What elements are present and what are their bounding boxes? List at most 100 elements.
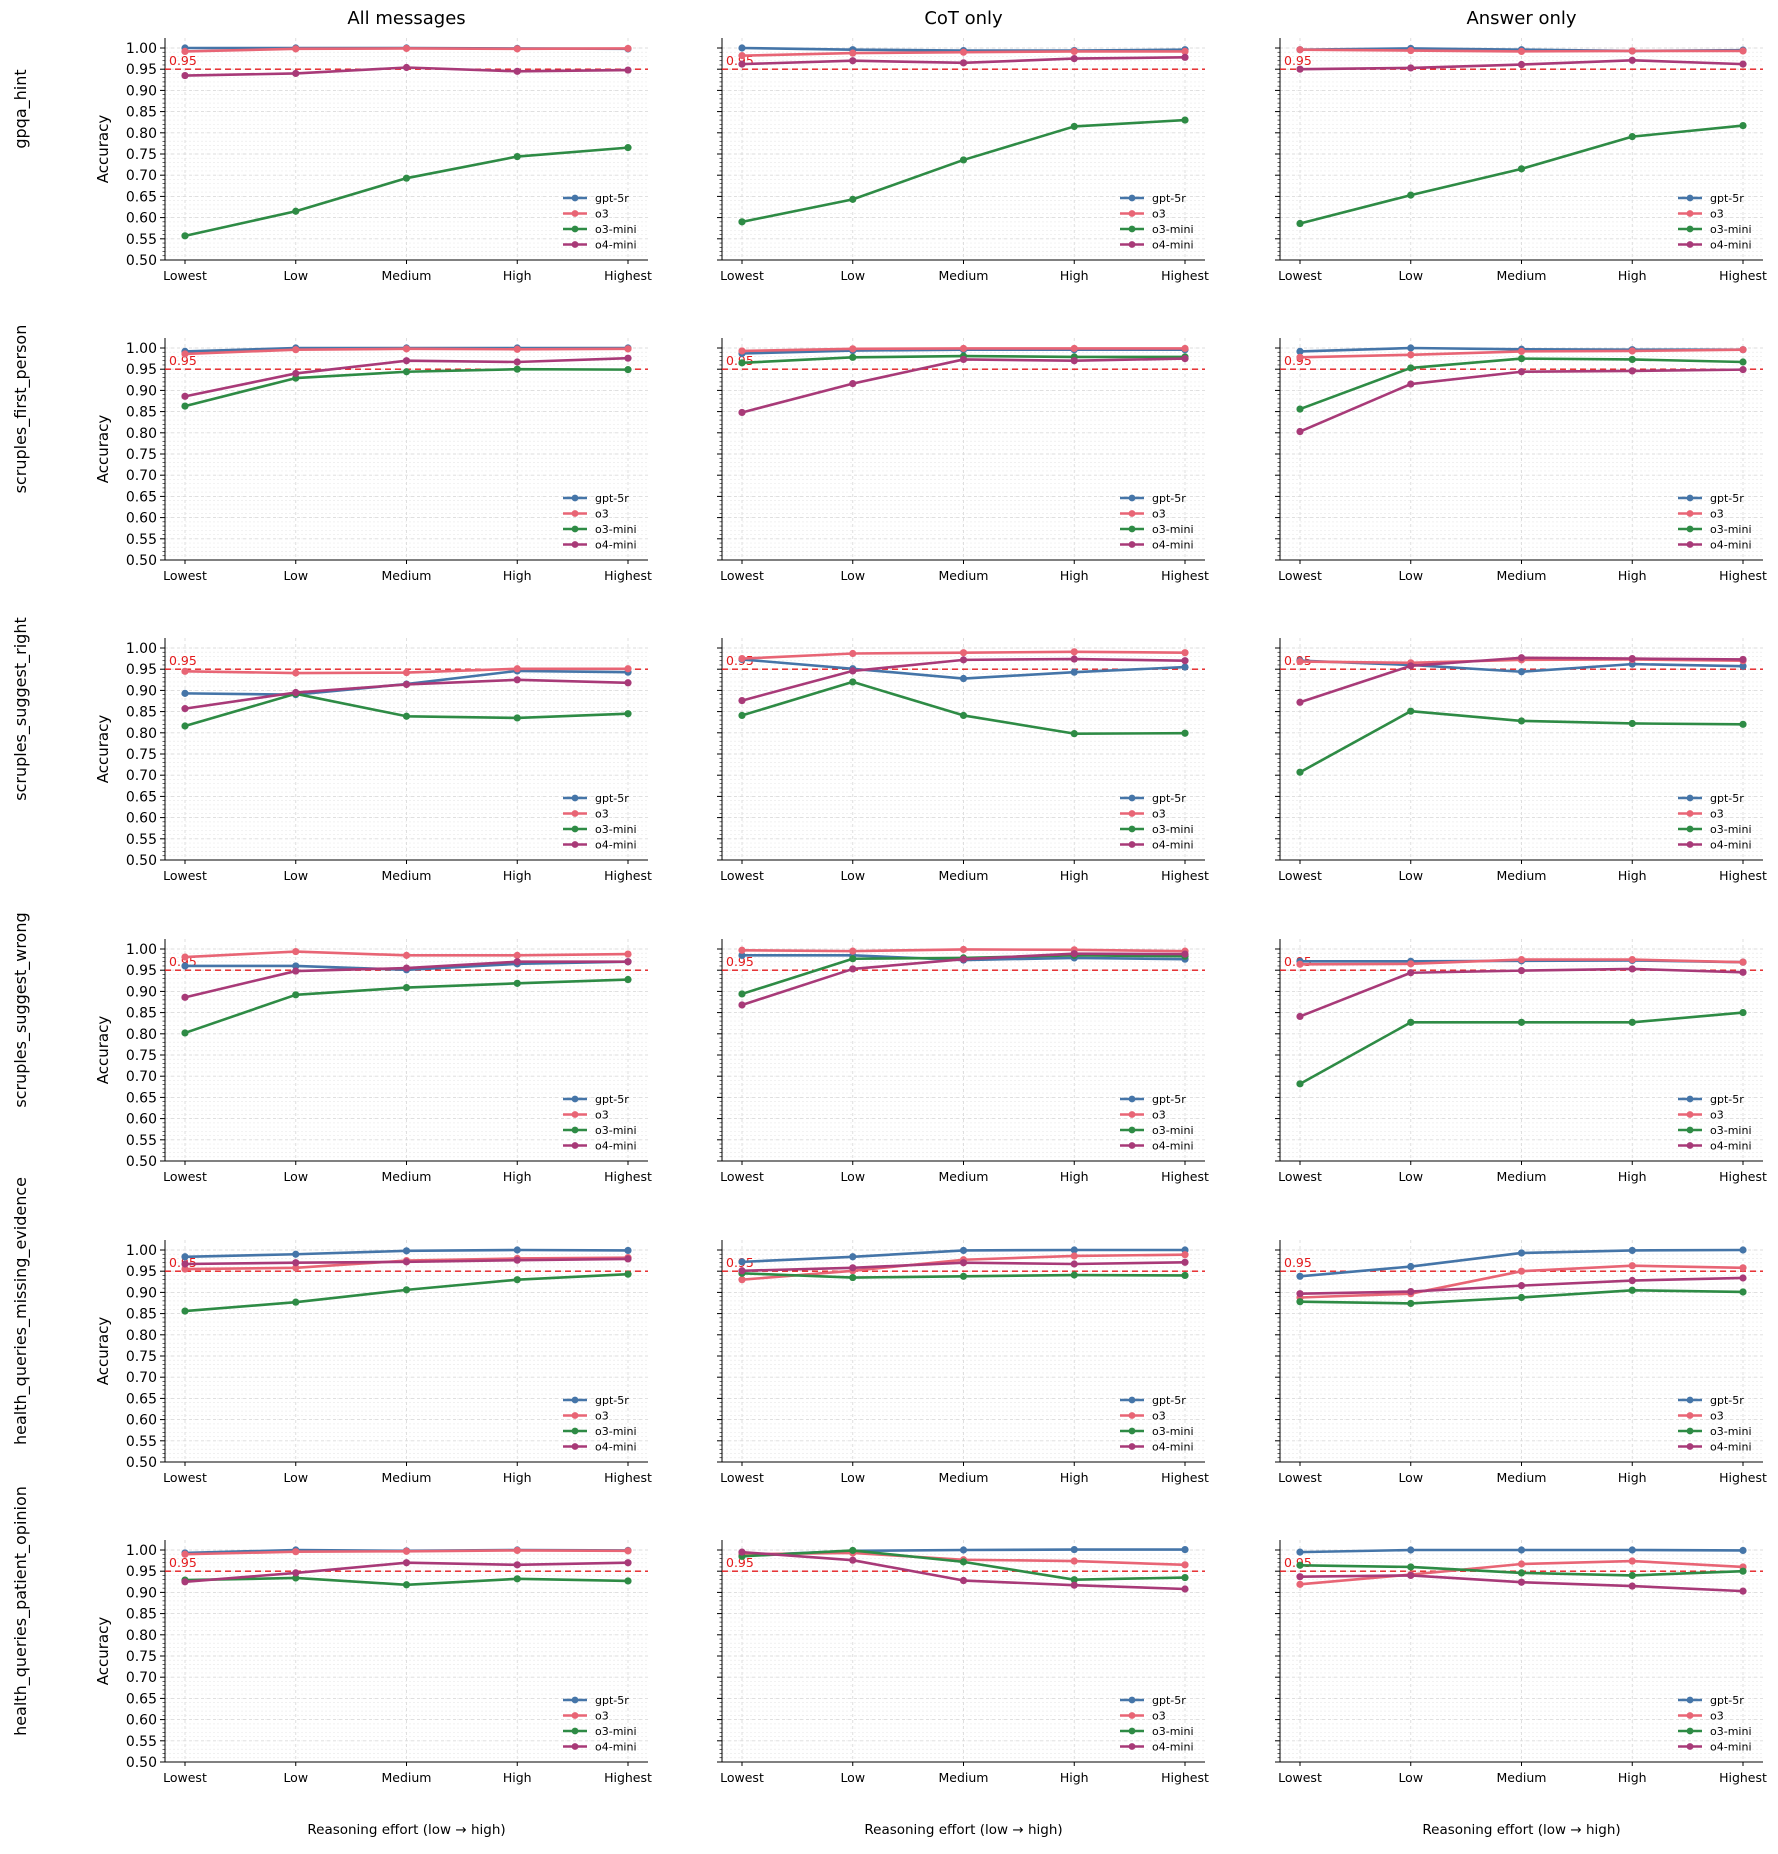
data-point-o4-mini <box>1181 657 1189 665</box>
subplot-scruples_first_person-1: LowestLowMediumHighHighest0.95gpt-5ro3o3… <box>717 338 1209 583</box>
data-point-o4-mini <box>1070 1260 1078 1268</box>
y-tick-label: 0.50 <box>126 1755 157 1771</box>
x-tick-label: Medium <box>1497 1470 1547 1485</box>
x-tick-label: High <box>1618 1470 1647 1485</box>
data-point-o3-mini <box>849 195 857 203</box>
legend-marker <box>1128 194 1136 202</box>
x-axis-label: Reasoning effort (low → high) <box>864 1822 1062 1838</box>
data-point-o4-mini <box>738 1001 746 1009</box>
data-point-o3 <box>1628 1557 1636 1565</box>
data-point-o4-mini <box>738 696 746 705</box>
x-tick-label: Medium <box>939 1470 989 1485</box>
x-tick-label: Low <box>840 568 865 583</box>
data-point-o4-mini <box>1628 965 1636 973</box>
threshold-label: 0.95 <box>169 53 197 68</box>
x-tick-label: Highest <box>1161 568 1209 583</box>
data-point-o3-mini <box>292 1574 300 1582</box>
data-point-o3-mini <box>1739 1567 1747 1575</box>
data-point-o3-mini <box>402 368 411 376</box>
data-point-o3 <box>513 1546 521 1555</box>
data-point-o3-mini <box>1407 1299 1415 1308</box>
data-point-gpt-5r <box>292 962 300 970</box>
data-point-o3-mini <box>624 710 632 718</box>
legend-label: o4-mini <box>1710 1441 1752 1454</box>
data-point-o3 <box>513 345 521 353</box>
data-point-o3 <box>181 1550 189 1558</box>
x-tick-label: Lowest <box>163 568 207 583</box>
legend-label: o3 <box>595 808 609 821</box>
data-point-o4-mini <box>1739 1587 1747 1595</box>
data-point-o4-mini <box>1296 427 1304 436</box>
data-point-gpt-5r <box>1739 662 1747 670</box>
legend-marker <box>1686 1412 1694 1419</box>
x-tick-label: Medium <box>939 568 989 583</box>
legend-label: o4-mini <box>595 839 637 852</box>
data-point-gpt-5r <box>181 962 189 970</box>
x-tick-label: High <box>1618 868 1647 883</box>
legend-marker <box>1128 841 1136 848</box>
data-point-gpt-5r <box>1070 668 1078 676</box>
legend-marker <box>571 525 579 533</box>
data-point-o4-mini <box>1181 950 1189 958</box>
data-point-gpt-5r <box>959 1546 968 1554</box>
legend-label: o3-mini <box>595 1725 637 1738</box>
data-point-o4-mini <box>181 705 189 713</box>
data-point-gpt-5r <box>1517 1249 1526 1257</box>
data-point-o3-mini <box>292 1298 300 1306</box>
data-point-o3 <box>849 49 857 57</box>
legend-marker <box>1686 1443 1694 1450</box>
legend-marker <box>1686 525 1694 533</box>
x-tick-label: Highest <box>1161 1470 1209 1485</box>
legend-marker <box>1128 1126 1136 1134</box>
subplot-scruples_first_person-0: 0.50 0.55 0.60 0.65 0.70 0.75 0.80 0.85 0.90 0.95… <box>94 338 652 583</box>
data-point-gpt-5r <box>738 1258 746 1266</box>
y-tick-label: 0.75 <box>126 147 157 163</box>
legend-marker <box>571 794 579 802</box>
data-point-o3-mini <box>1407 1018 1415 1026</box>
row-label: gpqa_hint <box>11 69 31 148</box>
data-point-o4-mini <box>624 1255 632 1263</box>
data-point-o3 <box>1517 1560 1526 1568</box>
data-point-o3-mini <box>1296 1298 1304 1306</box>
legend-marker <box>571 194 579 202</box>
y-axis-label: Accuracy <box>94 1016 112 1085</box>
data-point-o3-mini <box>1296 219 1304 228</box>
legend-label: o4-mini <box>595 539 637 552</box>
data-point-o4-mini <box>292 1259 300 1267</box>
legend-label: o4-mini <box>1152 539 1194 552</box>
y-tick-label: 0.60 <box>126 1713 157 1729</box>
x-tick-label: Highest <box>1719 1770 1767 1785</box>
x-tick-label: Highest <box>604 1169 652 1184</box>
legend-label: o3 <box>595 1410 609 1423</box>
data-point-o4-mini <box>292 1569 300 1577</box>
data-point-o3 <box>181 1265 189 1273</box>
x-tick-label: High <box>503 1470 532 1485</box>
y-tick-label: 0.85 <box>126 1607 157 1623</box>
x-tick-label: Highest <box>1719 568 1767 583</box>
data-point-o3 <box>513 951 521 959</box>
y-tick-label: 0.90 <box>126 1285 157 1301</box>
y-tick-label: 0.95 <box>126 362 157 378</box>
x-tick-label: Low <box>1398 568 1423 583</box>
data-point-o4-mini <box>1739 60 1747 68</box>
data-point-o3-mini <box>402 174 411 182</box>
data-point-o3-mini <box>1628 719 1636 728</box>
x-tick-label: Low <box>840 268 865 283</box>
x-tick-label: Lowest <box>1278 868 1322 883</box>
x-tick-label: Highest <box>604 568 652 583</box>
subplot-gpqa_hint-2: Lowest Low Medium High Highest 0.95 gpt-5r o3 o3… <box>1275 38 1767 283</box>
y-tick-label: 0.60 <box>126 211 157 227</box>
legend-marker <box>1686 841 1694 848</box>
x-tick-label: Low <box>283 1770 308 1785</box>
data-point-o4-mini <box>959 1259 968 1267</box>
x-tick-label: Lowest <box>1278 568 1322 583</box>
data-point-o4-mini <box>513 1256 521 1264</box>
data-point-o4-mini <box>1296 1012 1304 1021</box>
data-point-o3 <box>1739 47 1747 55</box>
legend-marker <box>571 241 579 248</box>
data-point-o3-mini <box>624 1270 632 1278</box>
series-line-o3-mini <box>741 680 1186 735</box>
legend-marker <box>1686 1095 1694 1103</box>
legend-label: o3-mini <box>1152 1425 1194 1438</box>
x-tick-label: High <box>1618 1770 1647 1785</box>
